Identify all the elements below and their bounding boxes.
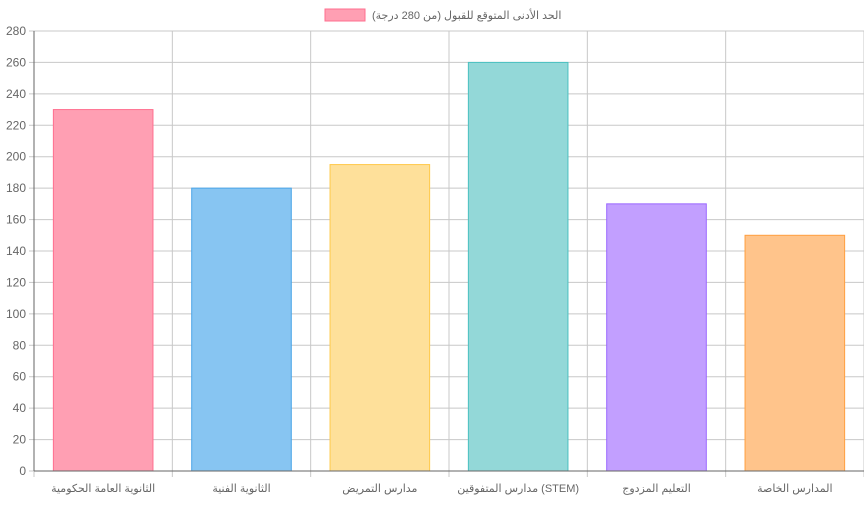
bar[interactable]: [329, 164, 431, 472]
y-tick-label: 160: [6, 213, 26, 227]
bar[interactable]: [467, 61, 569, 472]
x-tick-label: المدارس الخاصة: [757, 483, 833, 495]
legend-label: الحد الأدنى المتوقع للقبول (من 280 درجة): [372, 8, 561, 22]
y-tick-label: 20: [13, 433, 27, 447]
bar[interactable]: [606, 203, 707, 472]
x-tick-label: الثانوية الفنية: [212, 483, 270, 495]
bar[interactable]: [191, 187, 292, 472]
legend-swatch: [324, 8, 366, 22]
bars: [52, 61, 846, 472]
y-tick-label: 100: [6, 307, 26, 321]
bar[interactable]: [744, 234, 846, 472]
y-tick-label: 200: [6, 150, 26, 164]
y-tick-label: 80: [13, 338, 27, 352]
grid-lines: [29, 30, 864, 477]
y-tick-label: 240: [6, 87, 26, 101]
y-tick-label: 40: [13, 401, 27, 415]
bar[interactable]: [52, 109, 154, 472]
y-tick-label: 280: [6, 24, 26, 38]
y-tick-label: 60: [13, 370, 27, 384]
y-tick-label: 0: [19, 464, 26, 478]
legend[interactable]: الحد الأدنى المتوقع للقبول (من 280 درجة): [324, 8, 561, 22]
axes: 0 20 40 60 80 100 120 140 160 180 200 220 240 260 280 ا…: [6, 24, 864, 495]
x-tick-label: مدارس التمريض: [342, 483, 417, 495]
y-tick-label: 220: [6, 118, 26, 132]
y-tick-label: 260: [6, 55, 26, 69]
y-tick-label: 120: [6, 275, 26, 289]
y-tick-label: 140: [6, 244, 26, 258]
y-tick-label: 180: [6, 181, 26, 195]
x-tick-label: التعليم المزدوج: [622, 483, 691, 495]
x-tick-label: الثانوية العامة الحكومية: [51, 483, 155, 495]
x-tick-label: مدارس المتفوقين (STEM): [457, 483, 579, 495]
